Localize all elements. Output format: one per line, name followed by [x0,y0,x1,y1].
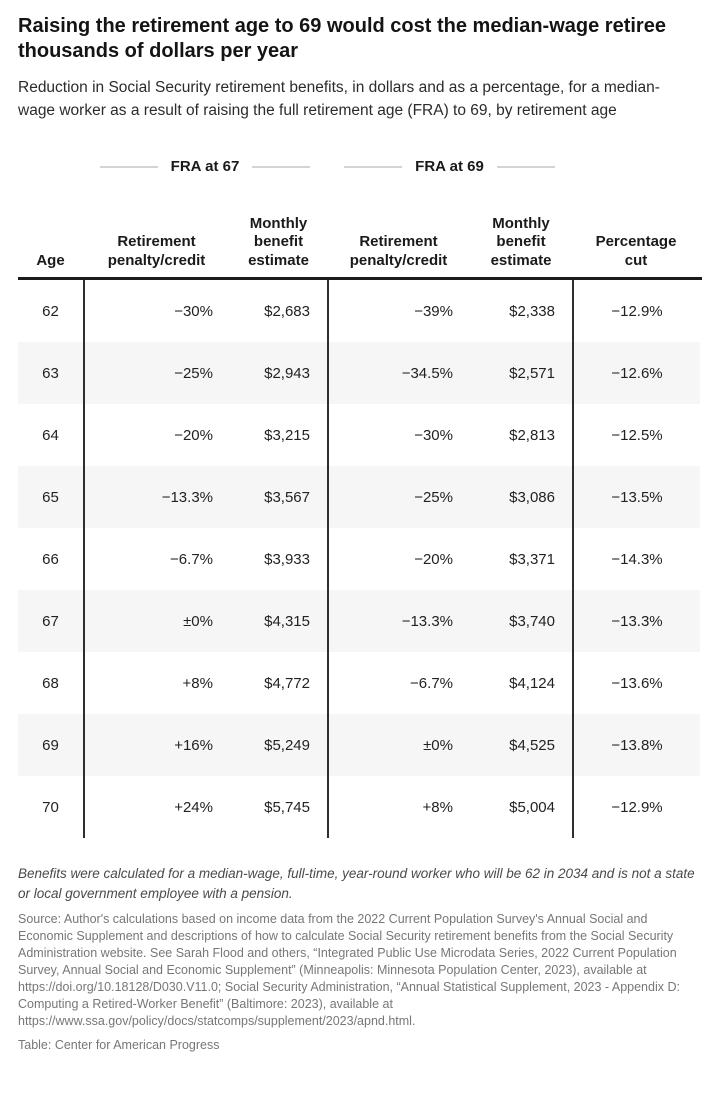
group-header-label: FRA at 69 [415,158,484,175]
penalty-credit-fra67-cell: −25% [83,342,230,404]
penalty-credit-fra67-cell: −13.3% [83,466,230,528]
penalty-credit-fra69-cell: −39% [327,280,470,342]
table-group-header-row: FRA at 67 FRA at 69 [18,158,700,175]
benefit-estimate-fra69-cell: $3,371 [509,550,555,568]
table-row: 65 −13.3% $3,567 −25% $3,086 −13.5% [18,466,700,528]
benefit-estimate-fra69-cell: $3,086 [509,488,555,506]
decorative-line [99,165,158,168]
penalty-credit-fra69-cell: ±0% [327,714,470,776]
penalty-credit-fra69-cell: −30% [327,404,470,466]
percentage-cut-cell: −12.9% [572,280,700,342]
table-row: 64 −20% $3,215 −30% $2,813 −12.5% [18,404,700,466]
percentage-cut-cell: −12.6% [572,342,700,404]
benefit-estimate-fra67-cell: $2,683 [264,302,310,320]
penalty-credit-fra67-cell: +8% [83,652,230,714]
benefit-estimate-fra67-cell: $3,567 [264,488,310,506]
column-header-benefit-estimate-fra67: Monthly benefit estimate [248,215,309,269]
table-row: 67 ±0% $4,315 −13.3% $3,740 −13.3% [18,590,700,652]
percentage-cut-cell: −12.9% [572,776,700,838]
table-row: 69 +16% $5,249 ±0% $4,525 −13.8% [18,714,700,776]
benefit-estimate-fra67-cell: $3,215 [264,426,310,444]
table-body: 62 −30% $2,683 −39% $2,338 −12.9% 63 −25% $2,943… [18,277,702,838]
benefit-estimate-fra67-cell: $5,249 [264,736,310,754]
penalty-credit-fra67-cell: +24% [83,776,230,838]
column-header-age: Age [36,251,65,269]
benefit-estimate-fra67-cell: $4,315 [264,612,310,630]
column-header-penalty-credit-fra69: Retirement penalty/credit [349,233,448,269]
group-header-label: FRA at 67 [170,158,240,175]
table-column-header-row: Age Retirement penalty/credit Monthly be… [18,183,700,277]
benefit-estimate-fra69-cell: $4,124 [509,674,555,692]
decorative-line [252,165,311,168]
age-cell: 70 [42,798,59,816]
age-cell: 62 [42,302,59,320]
table-credit: Table: Center for American Progress [18,1038,220,1053]
table-footnote: Benefits were calculated for a median-wa… [18,866,695,901]
benefit-estimate-fra67-cell: $2,943 [264,364,310,382]
benefit-estimate-fra69-cell: $2,813 [509,426,555,444]
age-cell: 66 [42,550,59,568]
percentage-cut-cell: −14.3% [572,528,700,590]
penalty-credit-fra69-cell: −13.3% [327,590,470,652]
age-cell: 69 [42,736,59,754]
penalty-credit-fra67-cell: −20% [83,404,230,466]
penalty-credit-fra69-cell: +8% [327,776,470,838]
penalty-credit-fra67-cell: ±0% [83,590,230,652]
column-header-penalty-credit-fra67: Retirement penalty/credit [107,233,206,269]
age-cell: 65 [42,488,59,506]
group-header-fra-67: FRA at 67 [83,158,327,175]
age-cell: 67 [42,612,59,630]
age-cell: 64 [42,426,59,444]
column-header-benefit-estimate-fra69: Monthly benefit estimate [490,215,552,269]
benefit-estimate-fra69-cell: $4,525 [509,736,555,754]
table-row: 68 +8% $4,772 −6.7% $4,124 −13.6% [18,652,700,714]
penalty-credit-fra69-cell: −6.7% [327,652,470,714]
column-header-percentage-cut: Percentage cut [595,233,677,269]
percentage-cut-cell: −13.5% [572,466,700,528]
table-row: 63 −25% $2,943 −34.5% $2,571 −12.6% [18,342,700,404]
age-cell: 63 [42,364,59,382]
page-title: Raising the retirement age to 69 would c… [18,15,666,63]
penalty-credit-fra69-cell: −20% [327,528,470,590]
benefit-estimate-fra69-cell: $2,338 [509,302,555,320]
penalty-credit-fra67-cell: +16% [83,714,230,776]
penalty-credit-fra67-cell: −30% [83,280,230,342]
table-row: 62 −30% $2,683 −39% $2,338 −12.9% [18,280,700,342]
page-subtitle: Reduction in Social Security retirement … [18,79,660,119]
percentage-cut-cell: −13.8% [572,714,700,776]
benefit-estimate-fra67-cell: $3,933 [264,550,310,568]
benefit-estimate-fra67-cell: $4,772 [264,674,310,692]
benefit-estimate-fra69-cell: $5,004 [509,798,555,816]
benefit-estimate-fra67-cell: $5,745 [264,798,310,816]
source-text: Source: Author's calculations based on i… [18,912,680,1029]
penalty-credit-fra69-cell: −25% [327,466,470,528]
percentage-cut-cell: −12.5% [572,404,700,466]
table-row: 66 −6.7% $3,933 −20% $3,371 −14.3% [18,528,700,590]
benefit-estimate-fra69-cell: $3,740 [509,612,555,630]
percentage-cut-cell: −13.6% [572,652,700,714]
decorative-line [496,165,555,168]
group-header-fra-69: FRA at 69 [327,158,572,175]
percentage-cut-cell: −13.3% [572,590,700,652]
decorative-line [344,165,403,168]
penalty-credit-fra67-cell: −6.7% [83,528,230,590]
age-cell: 68 [42,674,59,692]
table-row: 70 +24% $5,745 +8% $5,004 −12.9% [18,776,700,838]
penalty-credit-fra69-cell: −34.5% [327,342,470,404]
benefit-estimate-fra69-cell: $2,571 [509,364,555,382]
